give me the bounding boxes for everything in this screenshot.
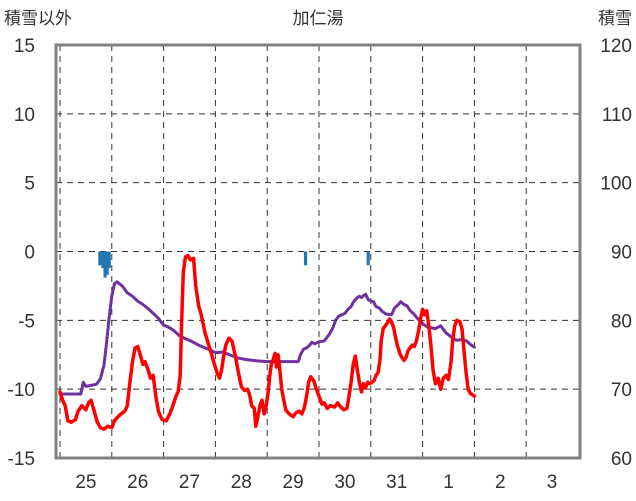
snow-depth-series — [58, 280, 476, 396]
right-axis-ticks: 120 110 100 90 80 70 60 — [600, 36, 632, 470]
x-tick-label: 26 — [127, 472, 148, 493]
left-tick-label: -10 — [8, 380, 35, 401]
right-tick-label: 80 — [611, 311, 632, 332]
x-tick-label: 28 — [231, 472, 252, 493]
right-tick-label: 90 — [611, 243, 632, 264]
precipitation-bar — [103, 251, 107, 278]
left-axis-ticks: 15 10 5 0 -5 -10 -15 — [8, 36, 35, 470]
x-tick-label: 27 — [179, 472, 200, 493]
right-tick-label: 60 — [611, 449, 632, 470]
right-tick-label: 110 — [602, 105, 632, 126]
x-tick-label: 2 — [495, 472, 506, 493]
x-tick-label: 30 — [334, 472, 355, 493]
precipitation-bar — [107, 251, 111, 269]
x-tick-label: 3 — [547, 472, 558, 493]
x-tick-label: 25 — [75, 472, 96, 493]
temperature-series — [58, 253, 477, 431]
plot-frame — [54, 43, 582, 460]
snow-depth-line — [58, 280, 476, 396]
left-axis-label: 積雪以外 — [4, 9, 72, 29]
left-tick-label: 5 — [24, 174, 35, 195]
precipitation-bar — [98, 251, 102, 266]
x-axis-ticks: 25 26 27 28 29 30 31 1 2 3 — [75, 472, 557, 493]
precipitation-bar — [366, 251, 370, 266]
right-tick-label: 100 — [600, 174, 632, 195]
chart-title: 加仁湯 — [293, 9, 344, 29]
precipitation-bar — [303, 251, 308, 266]
left-tick-label: 10 — [14, 105, 35, 126]
left-tick-label: 15 — [14, 36, 35, 57]
right-tick-label: 70 — [611, 380, 632, 401]
x-tick-label: 31 — [386, 472, 407, 493]
x-tick-label: 1 — [443, 472, 454, 493]
x-tick-label: 29 — [283, 472, 304, 493]
left-tick-label: -15 — [8, 449, 35, 470]
temperature-line — [58, 253, 477, 431]
right-tick-label: 120 — [600, 36, 632, 57]
precipitation-bar — [105, 251, 109, 275]
left-tick-label: 0 — [24, 243, 35, 264]
left-tick-label: -5 — [18, 311, 35, 332]
precipitation-bars — [98, 251, 370, 278]
precipitation-bar — [101, 251, 105, 269]
right-axis-label: 積雪 — [598, 9, 632, 29]
